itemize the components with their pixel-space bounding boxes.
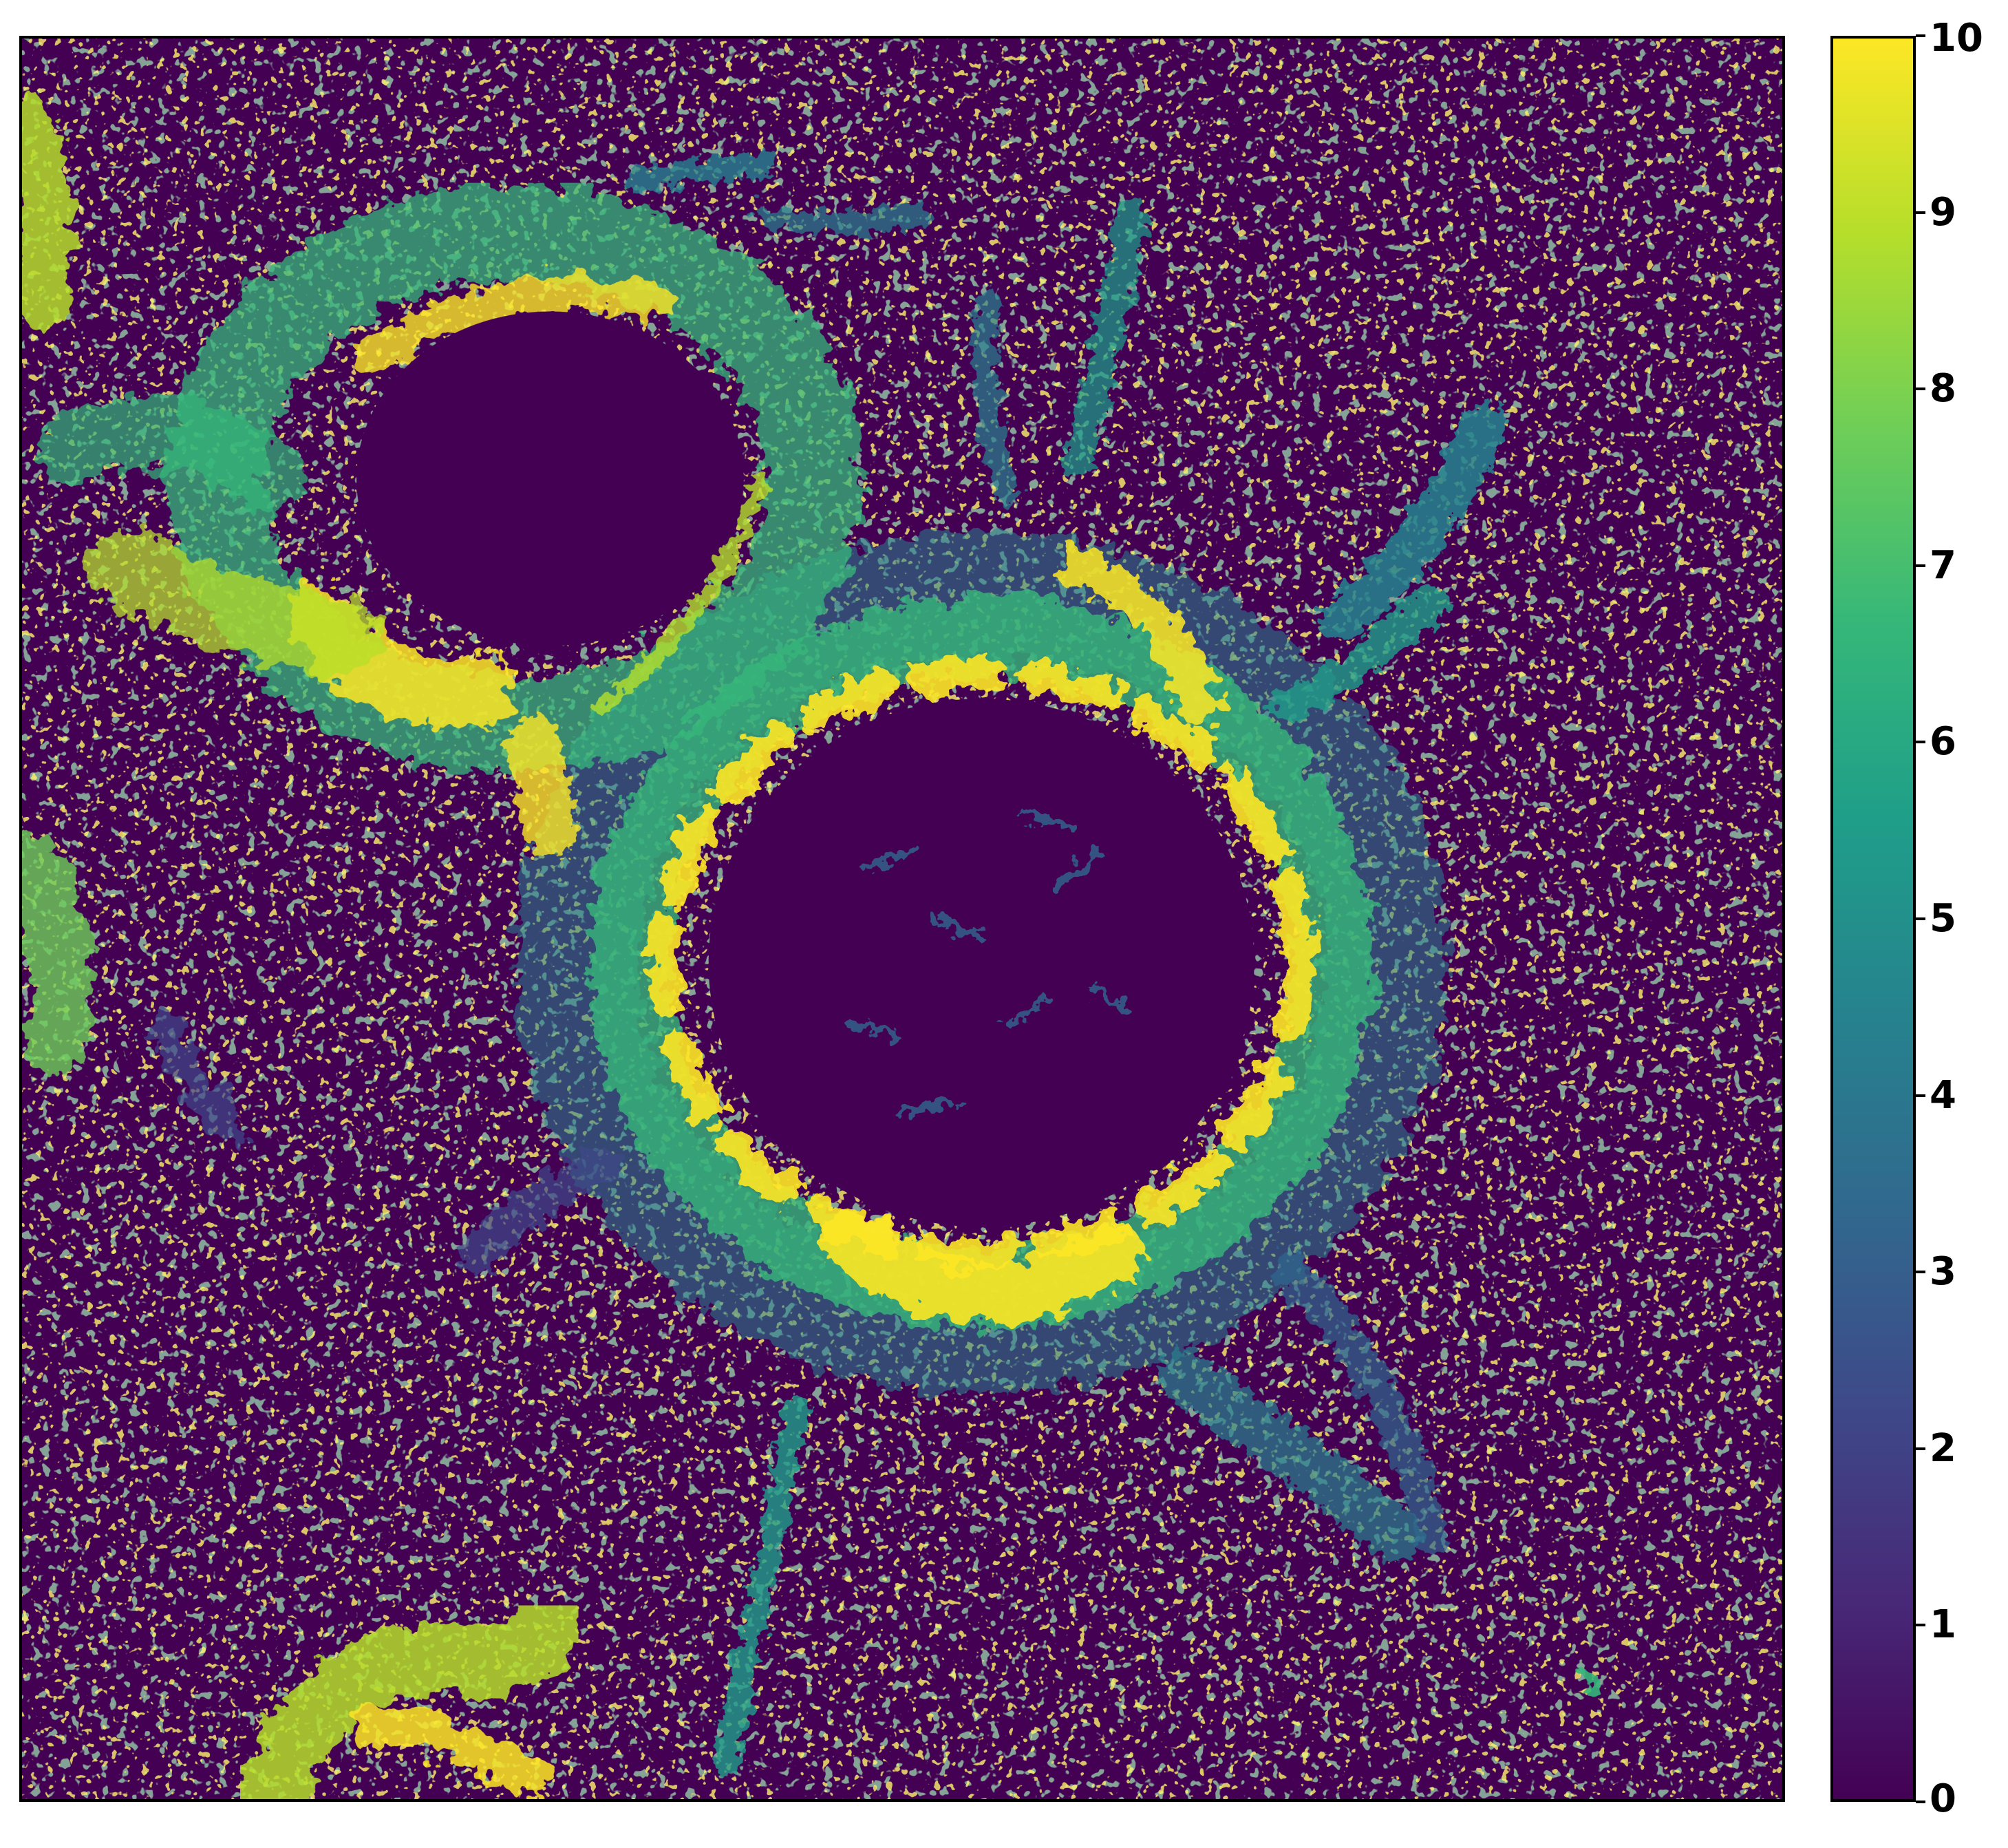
colorbar-tick-label: 5 <box>1930 896 1956 941</box>
micrograph-image <box>22 39 1782 1799</box>
colorbar-gradient <box>1833 39 1913 1799</box>
colorbar-tick-label: 10 <box>1930 16 1983 61</box>
colorbar-tick-label: 0 <box>1930 1776 1956 1821</box>
colorbar-tick-label: 3 <box>1930 1249 1956 1295</box>
colorbar-tick-label: 7 <box>1930 542 1956 588</box>
colorbar-tick <box>1916 1094 1925 1097</box>
colorbar-tick <box>1916 211 1925 214</box>
colorbar-tick <box>1916 1447 1925 1450</box>
colorbar-tick-label: 9 <box>1930 189 1956 235</box>
colorbar-tick-label: 2 <box>1930 1425 1956 1471</box>
colorbar-tick <box>1916 1271 1925 1274</box>
colorbar-tick <box>1916 34 1925 37</box>
colorbar-tick-label: 4 <box>1930 1072 1956 1118</box>
colorbar-tick-label: 6 <box>1930 719 1956 765</box>
image-panel <box>19 36 1785 1802</box>
colorbar-tick <box>1916 564 1925 567</box>
colorbar-tick <box>1916 741 1925 744</box>
colorbar-tick <box>1916 917 1925 920</box>
colorbar <box>1830 36 1916 1802</box>
colorbar-tick <box>1916 1624 1925 1627</box>
colorbar-tick <box>1916 1801 1925 1803</box>
colorbar-tick-label: 1 <box>1930 1602 1956 1648</box>
colorbar-tick-label: 8 <box>1930 366 1956 412</box>
colorbar-tick <box>1916 387 1925 391</box>
